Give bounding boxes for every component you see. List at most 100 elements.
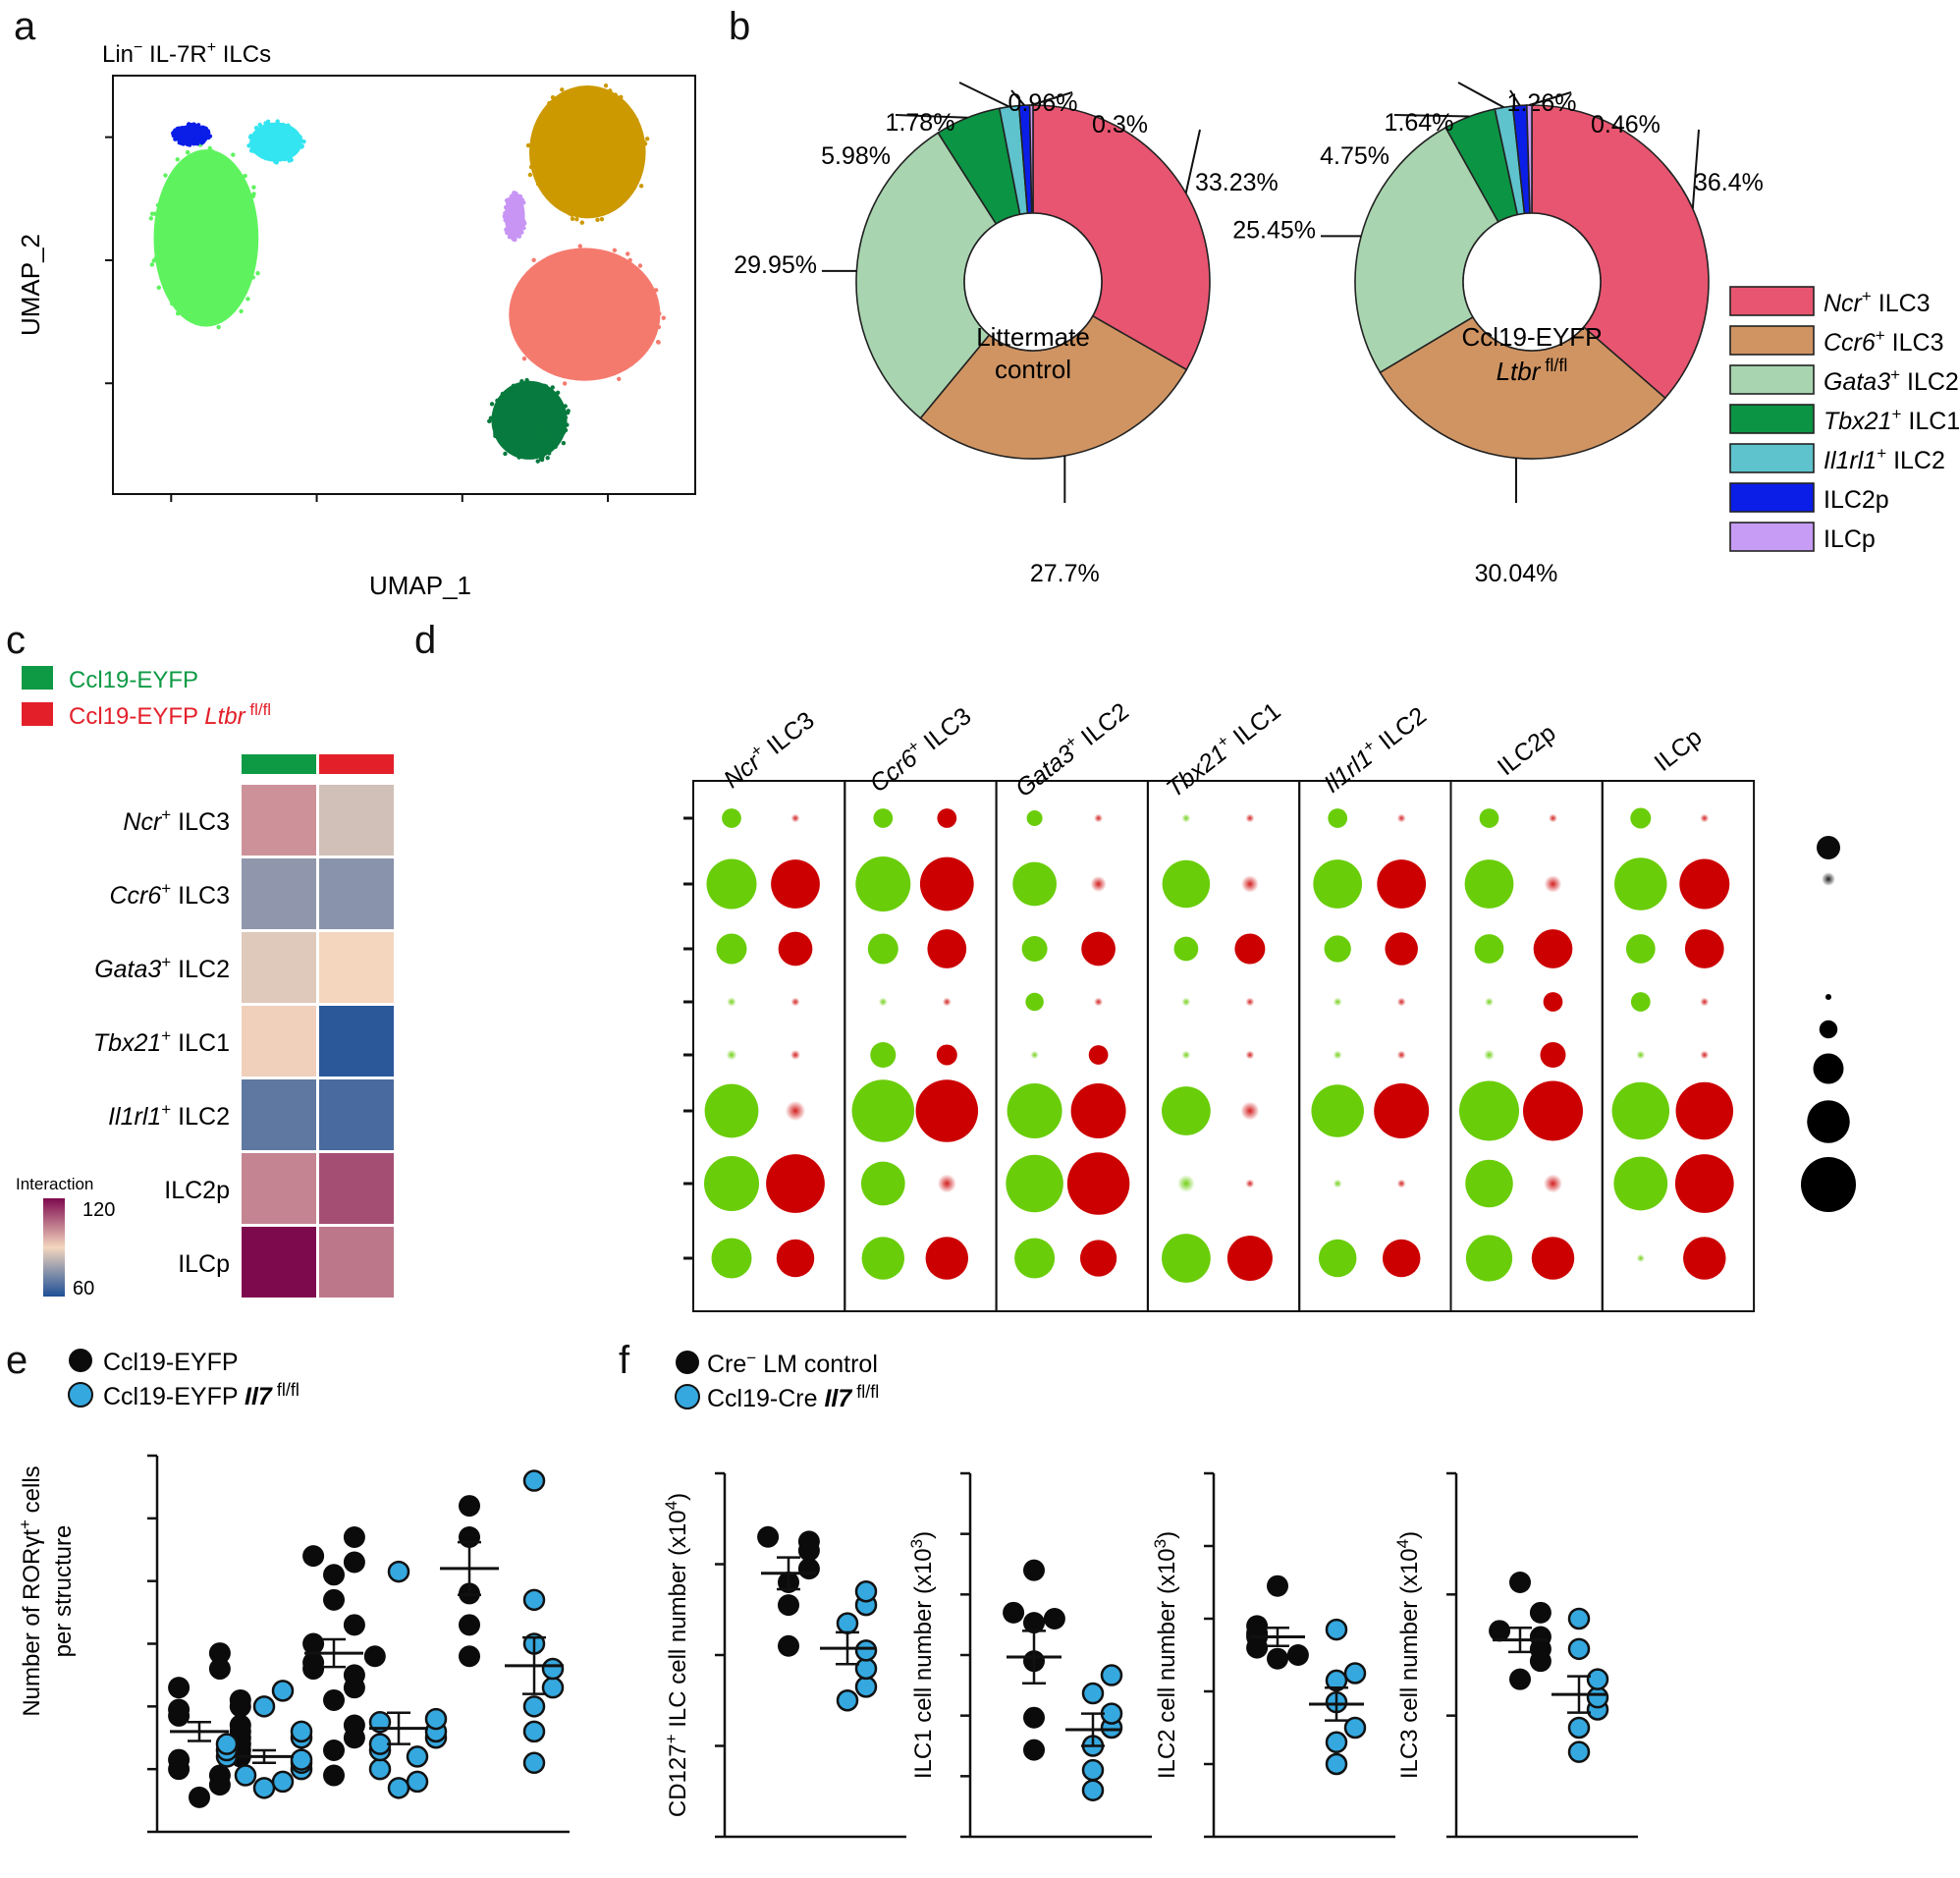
dotplot-dot-significant: [1523, 1080, 1583, 1141]
row-italic: Il1rl1: [108, 1103, 161, 1131]
panel-c-heatmap: c Ccl19-EYFP Ccl19-EYFP Ltbr fl/fl Ncr+ …: [6, 619, 394, 1299]
legend-label-cre-neg: Cre− LM control: [707, 1349, 878, 1378]
umap-point: [596, 312, 602, 317]
umap-point: [524, 396, 530, 401]
umap-point: [604, 122, 610, 127]
ylabel-exp: 4: [662, 1501, 681, 1510]
umap-point: [251, 185, 256, 190]
dotplot-dot-significant: [1533, 929, 1573, 968]
umap-point: [656, 324, 662, 330]
dotplot-dot-significant: [1630, 807, 1652, 829]
umap-point: [182, 140, 188, 145]
umap-point: [617, 301, 622, 305]
data-point: [271, 1770, 295, 1794]
umap-point: [617, 376, 622, 382]
ilc-plot-2: ILC2 cell number (x103): [1151, 1471, 1395, 1839]
umap-ylabel: UMAP_2: [16, 234, 45, 336]
umap-point: [148, 216, 153, 221]
umap-point: [249, 146, 254, 151]
umap-point: [525, 142, 531, 148]
umap-point: [536, 134, 542, 138]
umap-point: [553, 330, 558, 336]
donut-leader-line: [958, 82, 1010, 108]
umap-point: [521, 200, 526, 205]
umap-point: [195, 225, 201, 230]
dotplot-dot-nonsignificant: [1245, 1050, 1255, 1060]
umap-cluster-3: [525, 83, 650, 225]
umap-point: [614, 313, 620, 319]
umap-point: [209, 219, 214, 225]
umap-point: [597, 341, 602, 346]
dotplot-dot-nonsignificant: [1544, 1174, 1562, 1193]
legend-swatch: [1729, 482, 1815, 513]
dotplot-dot-nonsignificant: [1396, 997, 1406, 1007]
umap-point: [567, 210, 572, 216]
umap-point: [493, 431, 498, 436]
data-point: [854, 1676, 878, 1698]
umap-point: [216, 187, 221, 193]
umap-point: [549, 131, 555, 137]
umap-point: [604, 360, 610, 365]
dotplot-column-box: [692, 780, 846, 1312]
umap-point: [603, 290, 609, 295]
dotplot-dot-significant: [1025, 992, 1044, 1012]
dotplot-dot-significant: [704, 1083, 759, 1138]
umap-point: [510, 197, 515, 202]
umap-point: [558, 194, 564, 199]
heatmap-cell: [242, 1153, 316, 1224]
dotplot-dot-significant: [1081, 931, 1116, 967]
dotplot-dot-significant: [1070, 1083, 1126, 1138]
umap-point: [599, 199, 604, 205]
donut-slice-label: 25.45%: [1232, 216, 1316, 244]
umap-point: [223, 216, 229, 221]
umap-point: [167, 227, 173, 232]
umap-point: [596, 354, 601, 359]
umap-point: [570, 216, 575, 222]
umap-point: [245, 297, 250, 302]
dotplot-dot-significant: [1328, 808, 1348, 828]
umap-point: [591, 159, 597, 165]
dotplot-dot-nonsignificant: [1181, 997, 1191, 1007]
umap-point: [527, 172, 533, 178]
heatmap-cell: [319, 858, 394, 929]
heatmap-row-label: ILCp: [178, 1250, 230, 1278]
umap-point: [511, 229, 517, 234]
row-sup: +: [161, 1100, 171, 1119]
umap-point: [495, 398, 500, 404]
umap-point: [510, 322, 515, 327]
umap-point: [499, 406, 505, 412]
data-point: [522, 1469, 546, 1492]
dotplot-dot-significant: [778, 931, 813, 967]
umap-point: [558, 371, 564, 377]
umap-point: [516, 409, 521, 414]
umap-point: [156, 285, 161, 290]
dotplot-dot-significant: [1226, 1236, 1273, 1281]
umap-point: [521, 356, 527, 361]
y-axis-label: ILC1 cell number (x103): [907, 1531, 937, 1779]
umap-point: [517, 426, 522, 431]
umap-point: [243, 279, 247, 285]
umap-point: [614, 183, 619, 189]
donut-slice-label: 1.78%: [886, 109, 955, 137]
donut-littermate-control: 33.23%27.7%29.95%5.98%1.78%0.96%0.3%: [734, 82, 1279, 587]
umap-point: [544, 411, 550, 415]
data-point: [1509, 1572, 1531, 1593]
legend-label: Il1rl1+ ILC2: [1824, 444, 1945, 474]
umap-point: [581, 302, 586, 307]
umap-point: [167, 247, 173, 251]
umap-point: [197, 132, 202, 137]
umap-point: [527, 433, 532, 438]
umap-point: [563, 414, 569, 420]
heatmap-cell: [319, 1153, 394, 1224]
panel-b-donuts: b 33.23%27.7%29.95%5.98%1.78%0.96%0.3% 3…: [729, 5, 1960, 587]
umap-point: [563, 404, 568, 409]
umap-point: [598, 337, 603, 343]
umap-point: [226, 230, 231, 235]
dotplot-dot-significant: [1012, 861, 1057, 907]
data-point: [208, 1658, 231, 1681]
umap-point: [583, 152, 588, 158]
legend-swatch: [1729, 404, 1815, 434]
umap-point: [556, 324, 562, 330]
legend-label-ccl19-eyfp: Ccl19-EYFP: [69, 667, 198, 693]
heatmap-cell: [319, 1079, 394, 1150]
